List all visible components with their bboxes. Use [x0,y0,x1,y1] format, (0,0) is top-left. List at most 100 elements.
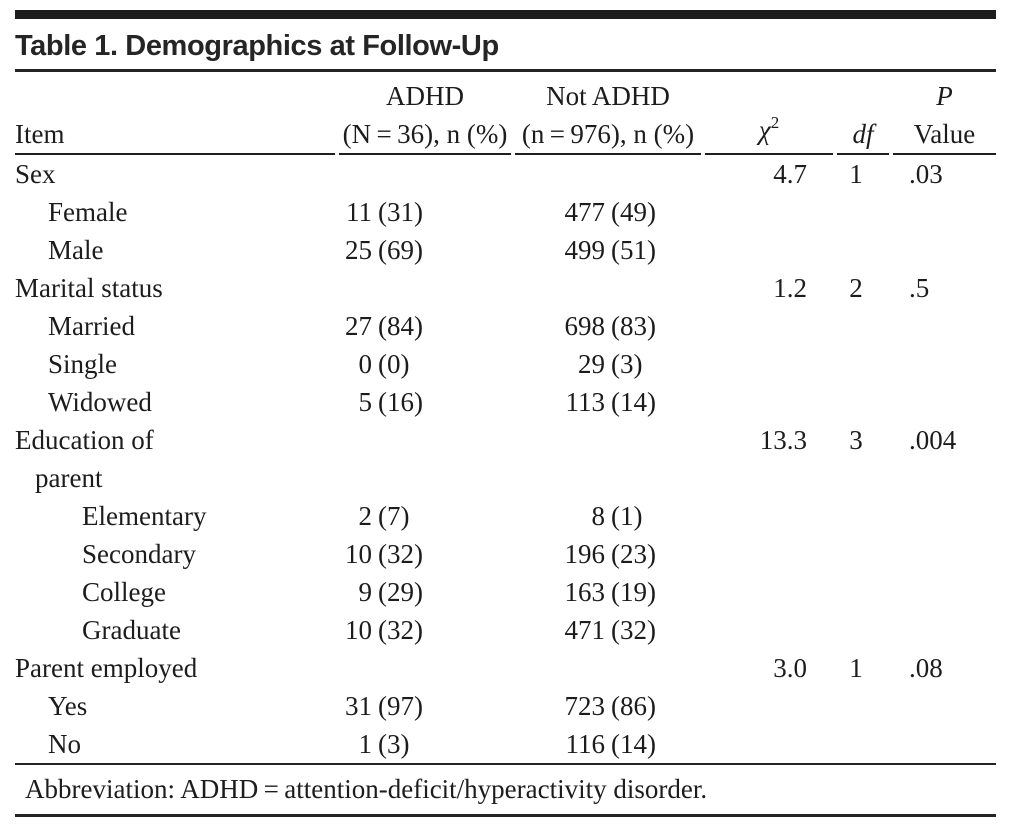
row-label: Sex [15,159,56,189]
cell-adhd-n-pct: 31 (97) [339,687,511,725]
table-row: Secondary 10 (32) 196 (23) [15,535,996,573]
cell-item: Male [15,231,335,269]
not-adhd-count: 116 [565,729,606,759]
cell-p-value [893,345,996,383]
cell-df [837,535,889,573]
not-adhd-count [515,155,605,193]
cell-p-value: .03 [909,159,943,189]
adhd-count: 0 [358,349,373,379]
cell-chi-square [705,687,833,725]
cell-item: College [15,573,335,611]
not-adhd-count: 698 [564,311,606,341]
cell-not-adhd-n-pct: 113 (14) [515,383,701,421]
cell-adhd-n-pct: 2 (7) [339,497,511,535]
cell-item: Education of [15,421,335,459]
cell-adhd-n-pct [339,155,511,193]
table-row: Sex 4.7 1 .03 [15,155,996,193]
adhd-percent: (31) [378,197,423,227]
cell-adhd-n-pct: 11 (31) [339,193,511,231]
not-adhd-count: 477 [564,197,606,227]
cell-df [837,725,889,763]
cell-chi-square [705,497,833,535]
cell-item: Marital status [15,269,335,307]
cell-chi-square: 1.2 [773,273,807,303]
cell-df [837,231,889,269]
cell-chi-square [705,459,833,497]
cell-item: parent [15,459,335,497]
cell-df [837,459,889,497]
adhd-count: 1 [358,729,373,759]
row-label: Secondary [82,539,196,569]
cell-adhd-n-pct: 25 (69) [339,231,511,269]
row-label: Single [48,349,118,379]
row-label: Elementary [82,501,207,531]
cell-chi-square [705,383,833,421]
adhd-percent: (84) [378,311,423,341]
cell-chi-square [705,193,833,231]
not-adhd-percent: (32) [611,615,656,645]
adhd-count [339,269,372,307]
cell-adhd-n-pct: 1 (3) [339,725,511,763]
row-label: Male [48,235,104,265]
not-adhd-count: 723 [564,691,606,721]
adhd-count: 27 [345,311,372,341]
cell-not-adhd-n-pct: 196 (23) [515,535,701,573]
cell-p-value [893,611,996,649]
cell-item: Elementary [15,497,335,535]
row-label: Female [48,197,128,227]
cell-adhd-n-pct: 27 (84) [339,307,511,345]
cell-adhd-n-pct: 9 (29) [339,573,511,611]
cell-chi-square [705,725,833,763]
cell-not-adhd-n-pct: 163 (19) [515,573,701,611]
adhd-percent: (32) [378,615,423,645]
cell-not-adhd-n-pct: 29 (3) [515,345,701,383]
col-header-adhd: ADHD (N = 36), n (%) [339,72,511,155]
cell-p-value [893,725,996,763]
cell-df: 2 [849,273,863,303]
adhd-percent: (16) [378,387,423,417]
adhd-count: 9 [358,577,373,607]
adhd-count: 10 [345,539,372,569]
footnote-rule [15,763,996,765]
cell-adhd-n-pct [339,649,511,687]
row-label: Married [48,311,135,341]
not-adhd-count: 8 [591,501,606,531]
col-header-df-label: df [852,119,874,149]
cell-adhd-n-pct: 5 (16) [339,383,511,421]
cell-p-value [893,307,996,345]
table-row: Elementary 2 (7) 8 (1) [15,497,996,535]
table-row: Single 0 (0) 29 (3) [15,345,996,383]
table-row: Male 25 (69) 499 (51) [15,231,996,269]
row-label: No [48,729,81,759]
adhd-count: 5 [358,387,373,417]
cell-not-adhd-n-pct [515,269,701,307]
adhd-percent: (32) [378,539,423,569]
cell-p-value [893,535,996,573]
table-row: Yes 31 (97) 723 (86) [15,687,996,725]
cell-df [837,345,889,383]
cell-not-adhd-n-pct: 8 (1) [515,497,701,535]
not-adhd-count [515,421,605,459]
cell-chi-square: 3.0 [773,653,807,683]
adhd-percent: (7) [378,501,410,531]
table-row: Graduate 10 (32) 471 (32) [15,611,996,649]
cell-p-value [893,573,996,611]
col-header-chi-square: χ2 [705,72,833,155]
row-label: Graduate [82,615,181,645]
adhd-percent: (3) [378,729,410,759]
cell-item: Single [15,345,335,383]
cell-item: Graduate [15,611,335,649]
col-header-p-line1: P [936,81,953,111]
cell-not-adhd-n-pct [515,421,701,459]
not-adhd-percent: (23) [611,539,656,569]
cell-chi-square [705,535,833,573]
cell-chi-square [705,611,833,649]
col-header-not-adhd: Not ADHD (n = 976), n (%) [515,72,701,155]
cell-df: 1 [849,653,863,683]
adhd-count: 10 [345,615,372,645]
cell-adhd-n-pct [339,459,511,497]
cell-item: Widowed [15,383,335,421]
adhd-count: 25 [345,235,372,265]
cell-item: Secondary [15,535,335,573]
cell-adhd-n-pct: 10 (32) [339,611,511,649]
